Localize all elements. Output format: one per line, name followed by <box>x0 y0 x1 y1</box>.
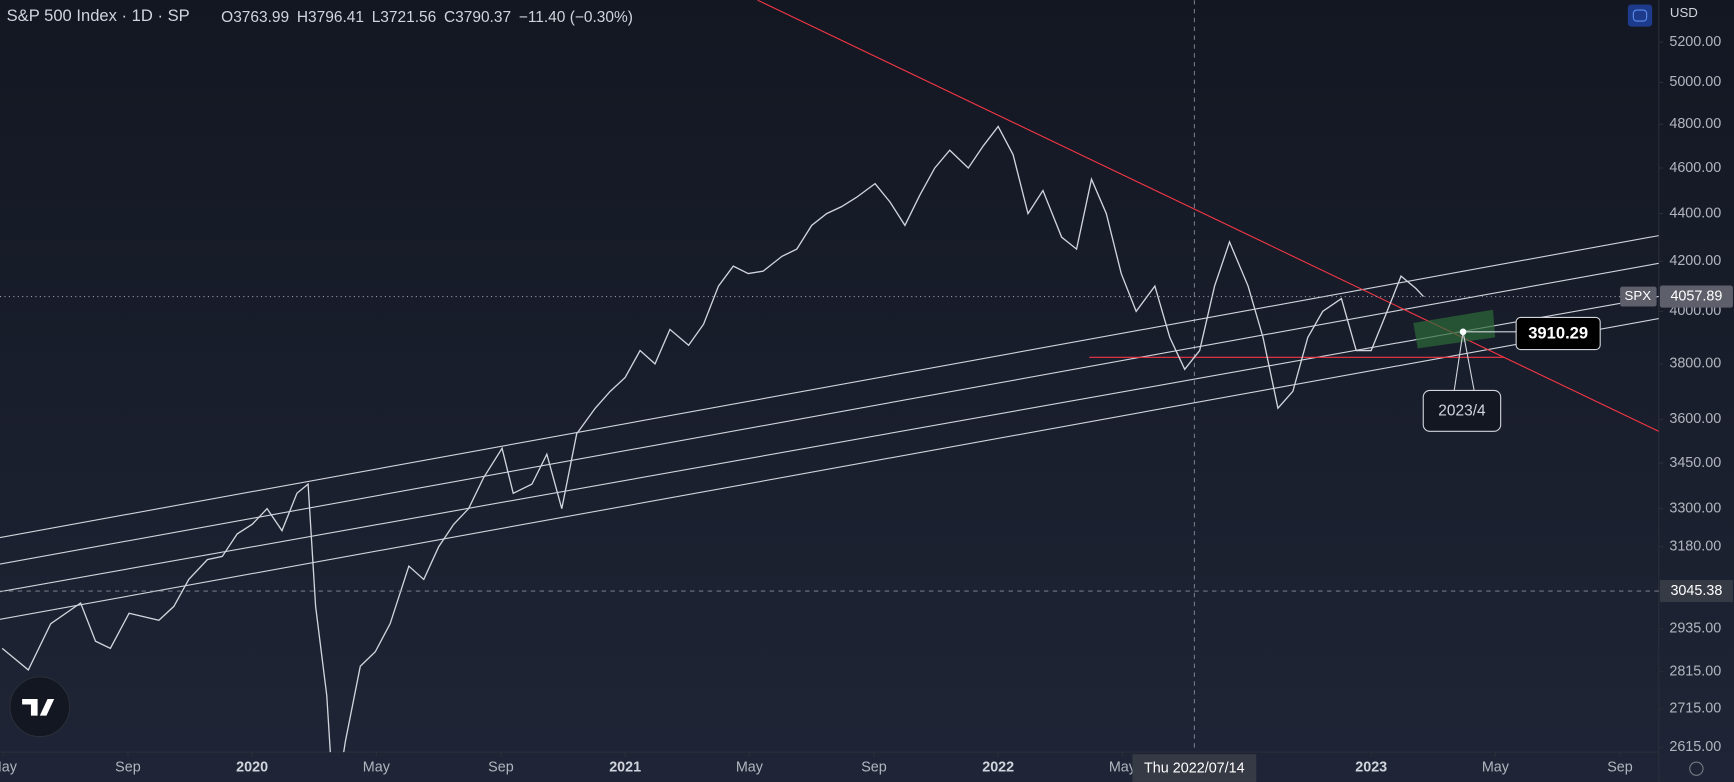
crosshair-price: 3045.38 <box>1670 583 1722 599</box>
channel-line <box>0 295 1659 593</box>
settings-icon[interactable] <box>1689 761 1704 776</box>
sync-icon <box>1632 9 1648 22</box>
price-callout-box <box>1515 316 1601 351</box>
ohlc-value: C3790.37 <box>444 9 511 26</box>
y-tick-label: 3180.00 <box>1669 538 1721 554</box>
last-price-box <box>1659 285 1733 308</box>
plot-area <box>0 0 1659 753</box>
x-tick-label: 2022 <box>982 759 1014 775</box>
target-zone <box>1413 309 1496 349</box>
series-name-box <box>1620 286 1657 307</box>
crosshair-date: Thu 2022/07/14 <box>1144 760 1245 776</box>
y-tick-label: 3450.00 <box>1669 455 1721 471</box>
date-callout-label: 2023/4 <box>1438 403 1486 420</box>
ohlc-value: L3721.56 <box>372 9 437 26</box>
callout-anchor <box>1459 328 1467 336</box>
channel-line <box>0 262 1659 565</box>
y-tick-label: 5000.00 <box>1669 74 1721 90</box>
x-tick-label: Sep <box>488 759 514 775</box>
chart-title: S&P 500 Index · 1D · SP <box>7 6 190 25</box>
price-callout-label: 3910.29 <box>1528 323 1588 342</box>
y-tick-label: 2815.00 <box>1669 664 1721 680</box>
y-tick-label: 5200.00 <box>1669 34 1721 50</box>
x-tick-label: May <box>1109 759 1137 775</box>
ohlc-values: O3763.99 H3796.41 L3721.56 C3790.37 −11.40 (… <box>221 9 633 26</box>
y-tick-label: 3300.00 <box>1669 500 1721 516</box>
date-callout-box <box>1422 389 1502 432</box>
trend-line <box>757 0 1659 432</box>
y-tick-label: 4600.00 <box>1669 160 1721 176</box>
currency[interactable]: USD <box>1670 5 1698 20</box>
channel-line <box>0 235 1659 539</box>
y-tick-label: 4200.00 <box>1669 253 1721 269</box>
crosshair-date-box <box>1132 754 1257 782</box>
price-line <box>1 125 1424 753</box>
channel-lines <box>0 235 1659 620</box>
y-tick-label: 4800.00 <box>1669 116 1721 132</box>
y-tick-label: 2715.00 <box>1669 701 1721 717</box>
series-layer <box>0 125 1659 753</box>
ohlc-value: −11.40 (−0.30%) <box>519 9 633 26</box>
tv-logo-mark <box>22 698 55 716</box>
sync-button[interactable] <box>1627 4 1653 27</box>
x-tick-label: Sep <box>115 759 141 775</box>
ohlc-value: H3796.41 <box>297 9 364 26</box>
x-tick-label: Sep <box>1607 759 1633 775</box>
channel-line <box>0 318 1659 620</box>
x-tick-label: 2021 <box>609 759 641 775</box>
x-tick-label: Sep <box>861 759 887 775</box>
y-tick-label: 2935.00 <box>1669 621 1721 637</box>
y-tick-label: 4400.00 <box>1669 205 1721 221</box>
x-tick-label: 2020 <box>236 759 268 775</box>
x-tick-label: May <box>0 759 18 775</box>
x-tick-label: May <box>736 759 764 775</box>
ohlc-value: O3763.99 <box>221 9 289 26</box>
x-tick-label: May <box>363 759 391 775</box>
y-tick-label: 2615.00 <box>1669 739 1721 755</box>
series-name: SPX <box>1625 288 1652 303</box>
y-tick-label: 3600.00 <box>1669 411 1721 427</box>
last-price-label: 4057.89 <box>1670 288 1722 304</box>
y-tick-label: 3800.00 <box>1669 356 1721 372</box>
x-tick-label: 2023 <box>1355 759 1387 775</box>
tv-logo[interactable] <box>9 676 71 738</box>
x-tick-label: May <box>1482 759 1510 775</box>
crosshair-price-box <box>1659 579 1733 603</box>
